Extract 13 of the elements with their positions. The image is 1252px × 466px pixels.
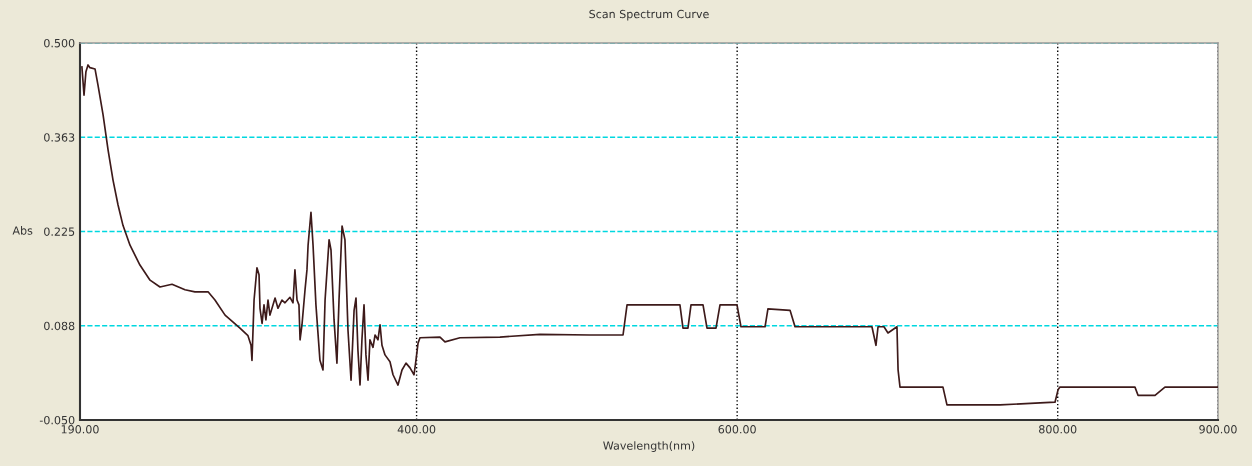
x-tick-label: 600.00 [718,425,756,434]
y-tick-label: 0.363 [44,133,75,142]
y-tick-label: 0.500 [44,38,75,48]
y-axis-title: Abs [12,226,33,235]
y-tick-label: 0.088 [44,321,75,331]
x-tick-label: 800.00 [1039,425,1077,434]
x-axis-title: Wavelength(nm) [603,441,695,452]
chart-title: Scan Spectrum Curve [589,9,709,21]
x-tick-label: 190.00 [61,425,99,434]
y-tick-label: -0.050 [39,415,75,425]
x-tick-label: 900.00 [1199,425,1237,434]
x-tick-label: 400.00 [397,425,436,434]
y-tick-label: 0.225 [44,227,75,236]
